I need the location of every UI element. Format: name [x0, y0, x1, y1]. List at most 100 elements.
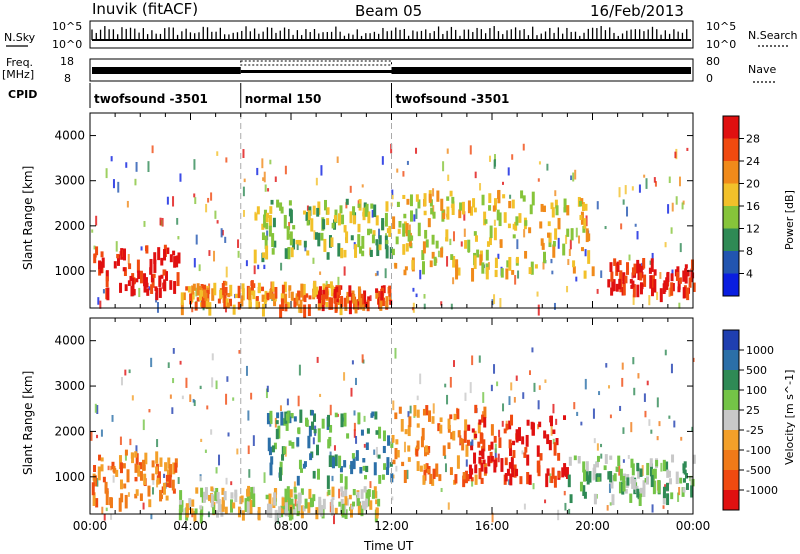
echo-cell — [159, 217, 162, 226]
echo-cell — [225, 298, 229, 307]
echo-cell — [447, 442, 451, 449]
echo-cell — [249, 500, 253, 515]
echo-cell — [506, 260, 510, 268]
echo-cell — [509, 194, 512, 199]
echo-cell — [585, 471, 589, 482]
echo-cell — [248, 287, 252, 301]
echo-cell — [407, 411, 410, 418]
echo-cell — [553, 442, 557, 456]
echo-cell — [102, 289, 105, 294]
echo-cell — [691, 426, 694, 432]
echo-cell — [247, 410, 250, 421]
echo-cell — [196, 283, 200, 296]
echo-cell — [662, 283, 666, 295]
echo-cell — [351, 360, 354, 365]
colorbar-tick-label: 28 — [746, 133, 760, 146]
echo-cell — [365, 465, 369, 473]
echo-cell — [649, 458, 653, 467]
echo-cell — [609, 455, 613, 460]
echo-cell — [369, 249, 373, 257]
echo-cell — [513, 396, 516, 403]
echo-cell — [352, 456, 356, 470]
echo-cell — [473, 231, 477, 236]
echo-cell — [665, 281, 669, 287]
echo-cell — [177, 252, 181, 264]
echo-cell — [132, 288, 136, 296]
echo-cell — [607, 471, 611, 480]
echo-cell — [395, 236, 399, 245]
echo-cell — [488, 205, 492, 211]
echo-cell — [411, 260, 415, 270]
echo-cell — [352, 293, 356, 304]
echo-cell — [234, 493, 238, 503]
echo-cell — [310, 500, 314, 507]
echo-cell — [646, 380, 649, 386]
echo-cell — [666, 493, 670, 506]
echo-cell — [637, 467, 641, 479]
nsky-tick-low-right: 10^0 — [706, 38, 736, 51]
colorbar-tick-label: -100 — [746, 444, 771, 457]
colorbar-tick-label: 12 — [746, 223, 760, 236]
echo-cell — [678, 486, 681, 496]
echo-cell — [546, 468, 550, 476]
y-tick-label: 2000 — [54, 424, 85, 438]
echo-cell — [480, 462, 484, 472]
echo-cell — [189, 394, 192, 403]
colorbar-swatch — [723, 450, 739, 470]
echo-cell — [499, 298, 502, 308]
echo-cell — [98, 260, 102, 271]
echo-cell — [692, 357, 695, 362]
echo-cell — [643, 393, 646, 402]
echo-cell — [273, 492, 277, 506]
echo-cell — [203, 295, 207, 308]
echo-cell — [629, 493, 633, 503]
echo-cell — [423, 210, 427, 216]
echo-cell — [330, 499, 334, 507]
echo-cell — [679, 243, 682, 253]
echo-cell — [158, 287, 162, 298]
echo-cell — [407, 445, 411, 452]
echo-cell — [407, 425, 411, 437]
echo-cell — [403, 441, 406, 453]
echo-cell — [97, 466, 101, 481]
echo-cell — [436, 190, 440, 202]
echo-cell — [153, 252, 157, 264]
echo-cell — [296, 475, 300, 486]
colorbar-swatch — [723, 138, 739, 161]
echo-cell — [193, 400, 196, 407]
echo-cell — [227, 293, 231, 298]
echo-cell — [224, 506, 228, 515]
echo-cell — [172, 196, 175, 207]
echo-cell — [570, 175, 573, 181]
echo-cell — [686, 287, 690, 301]
echo-cell — [557, 217, 561, 230]
echo-cell — [442, 161, 445, 172]
echo-cell — [96, 434, 99, 439]
echo-cell — [122, 463, 126, 469]
echo-cell — [440, 487, 443, 493]
echo-cell — [508, 200, 512, 209]
echo-cell — [464, 470, 468, 484]
echo-cell — [147, 161, 150, 173]
echo-cell — [360, 429, 364, 436]
echo-cell — [286, 486, 290, 493]
echo-cell — [327, 414, 331, 427]
echo-cell — [169, 254, 173, 263]
echo-cell — [437, 423, 441, 432]
echo-cell — [626, 206, 629, 217]
echo-cell — [465, 459, 468, 467]
echo-cell — [313, 413, 317, 422]
echo-cell — [406, 160, 409, 165]
echo-cell — [330, 504, 334, 516]
echo-cell — [487, 455, 491, 467]
echo-cell — [341, 503, 345, 518]
echo-cell — [397, 228, 401, 234]
echo-cell — [237, 301, 241, 310]
echo-cell — [316, 468, 320, 480]
echo-cell — [338, 488, 341, 499]
echo-cell — [454, 474, 458, 484]
echo-cell — [273, 240, 277, 248]
echo-cell — [453, 413, 457, 421]
echo-cell — [280, 293, 284, 302]
